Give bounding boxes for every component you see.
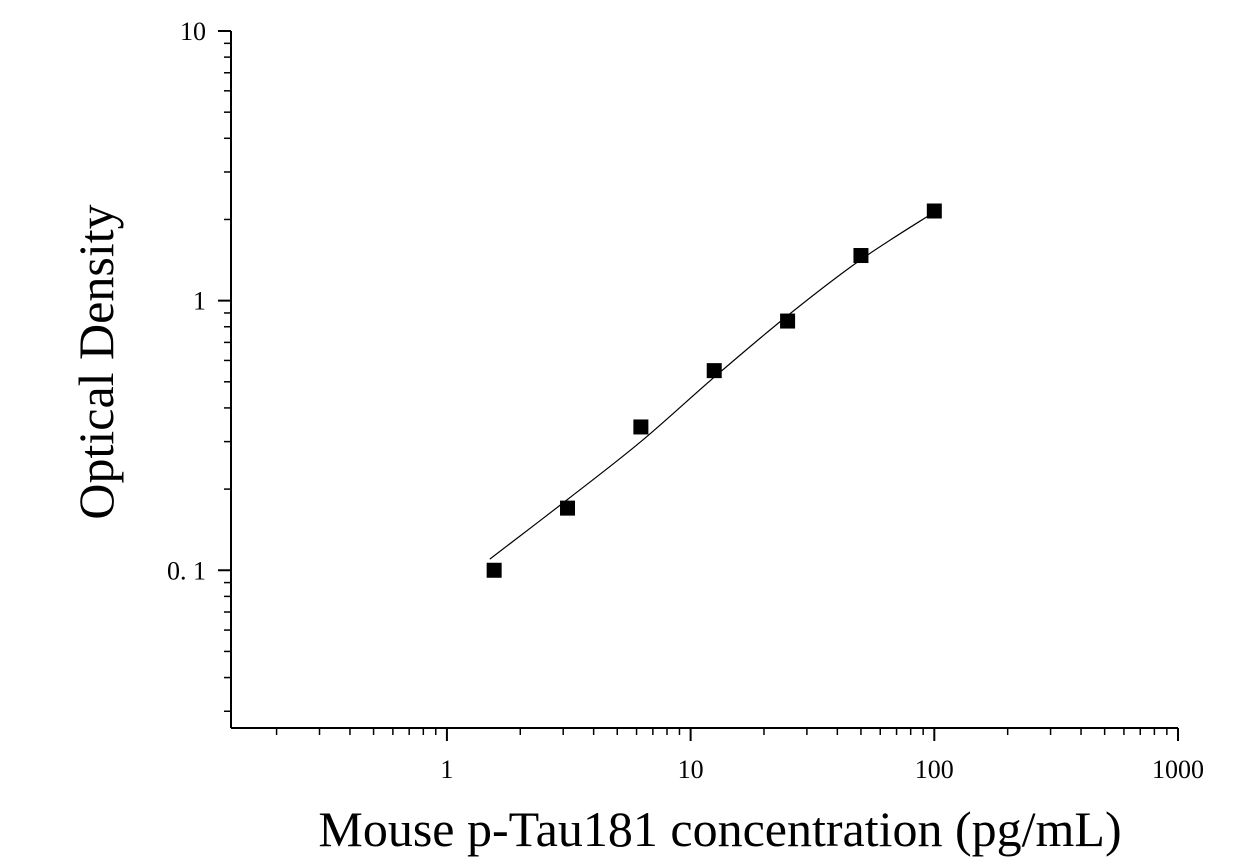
data-point	[853, 248, 869, 264]
x-tick-labels: 1 10 100 1000	[440, 755, 1204, 784]
major-ticks	[218, 30, 1179, 741]
data-point	[780, 313, 796, 329]
x-tick-label: 1000	[1152, 755, 1204, 784]
minor-ticks	[224, 42, 1168, 735]
data-point	[706, 363, 722, 379]
x-tick-label: 10	[678, 755, 704, 784]
y-tick-label: 10	[180, 17, 206, 46]
x-tick-label: 100	[915, 755, 954, 784]
y-axis-label: Optical Density	[68, 204, 124, 519]
y-tick-labels: 0. 1 1 10	[167, 17, 206, 585]
data-point	[486, 562, 502, 578]
y-tick-label: 0. 1	[167, 556, 206, 585]
data-points	[486, 203, 942, 578]
fit-curve	[489, 211, 935, 560]
data-point	[633, 419, 649, 435]
x-axis-label: Mouse p-Tau181 concentration (pg/mL)	[318, 801, 1121, 857]
x-tick-label: 1	[440, 755, 453, 784]
data-point	[926, 203, 942, 219]
data-point	[560, 500, 576, 516]
y-tick-label: 1	[193, 287, 206, 316]
